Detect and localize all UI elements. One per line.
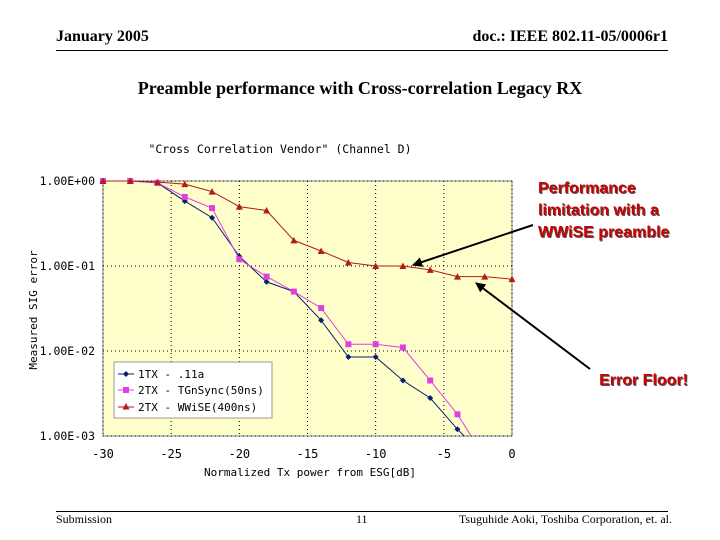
data-point: [209, 214, 216, 221]
data-point: [508, 275, 516, 283]
data-point: [290, 288, 297, 295]
data-point: [399, 344, 406, 351]
data-point: [263, 206, 271, 214]
footer-rule: [56, 511, 668, 512]
x-tick-label: -30: [92, 447, 114, 461]
data-point: [263, 273, 270, 280]
legend-box: [113, 361, 273, 419]
x-tick-label: -25: [160, 447, 182, 461]
data-point: [372, 341, 379, 348]
y-tick-label: 1.00E-01: [40, 259, 95, 273]
data-point: [481, 273, 489, 280]
data-point: [181, 193, 188, 200]
data-point: [399, 262, 407, 269]
legend-item-3: 2TX - WWiSE(400ns): [118, 401, 257, 414]
legend-label-3: 2TX - WWiSE(400ns): [138, 401, 257, 414]
data-point: [318, 317, 325, 324]
x-tick-label: -5: [437, 447, 451, 461]
series: [99, 177, 516, 437]
legend: 1TX - .11a 2TX - TGnSync(50ns) 2TX - WWi…: [113, 361, 273, 419]
data-point: [263, 278, 270, 285]
slide-title: Preamble performance with Cross-correlat…: [137, 78, 583, 98]
legend-label-2: 2TX - TGnSync(50ns): [138, 384, 264, 397]
data-point: [372, 262, 380, 269]
data-point: [344, 258, 352, 266]
header-rule: [56, 50, 668, 51]
footer-submission: Submission: [56, 512, 113, 526]
arrow-to-wwise-curve: [412, 224, 534, 267]
y-tick-label: 1.00E-02: [40, 344, 95, 358]
footer-page-number: 11: [356, 512, 368, 526]
y-axis-label: Measured SIG error: [27, 250, 40, 370]
x-tick-label: -10: [365, 447, 387, 461]
data-point: [345, 353, 352, 360]
data-point: [209, 205, 216, 212]
x-tick-label: -15: [297, 447, 319, 461]
x-tick-label: 0: [508, 447, 515, 461]
legend-item-2: 2TX - TGnSync(50ns): [118, 384, 264, 397]
data-point: [454, 426, 461, 433]
footer-author: Tsuguhide Aoki, Toshiba Corporation, et.…: [458, 512, 672, 526]
legend-item-1: 1TX - .11a: [118, 368, 204, 381]
x-axis-label: Normalized Tx power from ESG[dB]: [204, 466, 416, 479]
callout-error-floor: Error Floor!: [599, 372, 688, 389]
data-point: [236, 256, 243, 263]
data-point: [453, 273, 461, 280]
data-point: [318, 305, 325, 312]
series-3: [99, 177, 516, 283]
x-tick-label: -20: [228, 447, 250, 461]
data-point: [372, 353, 379, 360]
data-point: [290, 236, 298, 244]
header-date: January 2005: [56, 28, 149, 45]
data-point: [426, 266, 434, 273]
data-point: [154, 178, 162, 186]
chart-title: "Cross Correlation Vendor" (Channel D): [148, 142, 411, 156]
arrow-to-error-floor: [475, 282, 591, 370]
data-point: [181, 180, 189, 188]
data-point: [99, 177, 107, 184]
legend-marker-2: [123, 387, 129, 393]
y-tick-label: 1.00E-03: [40, 429, 95, 443]
data-point: [399, 377, 406, 384]
legend-marker-1: [123, 371, 129, 377]
data-point: [126, 177, 134, 184]
series-line: [103, 180, 513, 280]
data-point: [427, 377, 434, 384]
callout-performance-limitation: Performance limitation with a WWiSE prea…: [538, 180, 670, 241]
data-point: [317, 247, 325, 255]
legend-marker-3: [122, 403, 130, 410]
axis-ticks: -30 -25 -20 -15 -10 -5 0 1.00E+00 1.00E-01 1.00E-…: [40, 174, 516, 461]
y-tick-label: 1.00E+00: [40, 174, 95, 188]
data-point: [208, 188, 216, 195]
data-point: [427, 394, 434, 401]
header-doc-id: doc.: IEEE 802.11-05/0006r1: [472, 28, 668, 45]
data-point: [345, 341, 352, 348]
legend-label-1: 1TX - .11a: [138, 368, 204, 381]
data-point: [454, 411, 461, 418]
data-point: [235, 203, 243, 210]
